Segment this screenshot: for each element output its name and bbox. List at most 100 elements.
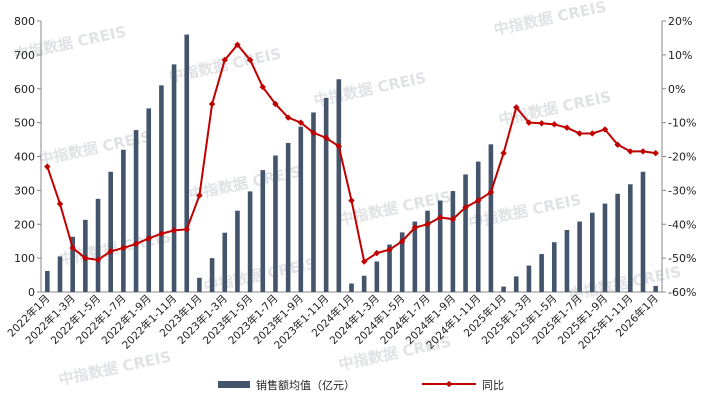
right-axis-tick-label: 20%	[668, 15, 692, 28]
watermark-text: 中指数据 CREIS	[492, 0, 608, 39]
left-axis-tick-label: 700	[14, 49, 35, 62]
yoy-point	[145, 235, 152, 242]
yoy-point	[272, 100, 279, 108]
yoy-point	[589, 130, 596, 137]
yoy-point	[449, 215, 457, 223]
bar	[551, 242, 557, 292]
yoy-line	[46, 43, 656, 264]
right-axis-tick-label: -10%	[668, 117, 696, 130]
bar	[146, 108, 152, 293]
bar	[222, 232, 228, 292]
legend-bar-swatch	[218, 381, 250, 388]
right-axis-tick-label: 10%	[668, 49, 692, 62]
yoy-point	[373, 249, 381, 257]
bar	[437, 200, 443, 292]
yoy-point	[601, 126, 609, 133]
yoy-point	[614, 141, 621, 148]
left-axis-tick-label: 400	[14, 151, 35, 164]
bar	[501, 286, 506, 292]
yoy-point	[348, 197, 355, 204]
bar	[526, 265, 532, 292]
yoy-point	[297, 119, 305, 126]
bar	[45, 270, 50, 292]
bar	[235, 210, 240, 292]
yoy-point	[322, 134, 330, 142]
bar	[260, 170, 266, 292]
yoy-point	[462, 204, 469, 211]
yoy-point	[69, 244, 76, 252]
bar	[133, 130, 139, 292]
bar	[653, 285, 658, 292]
yoy-point	[398, 237, 406, 245]
bar	[349, 283, 354, 292]
yoy-point	[487, 188, 495, 196]
yoy-point	[310, 129, 317, 136]
left-axis-tick-label: 300	[14, 184, 35, 197]
bar	[95, 198, 101, 292]
yoy-point	[525, 119, 533, 126]
right-axis-tick-label: -40%	[668, 218, 696, 231]
yoy-point	[513, 104, 520, 111]
bar	[209, 258, 215, 292]
bar	[539, 254, 544, 292]
bar	[374, 261, 380, 292]
bar	[323, 97, 329, 293]
left-axis-tick-label: 800	[14, 15, 35, 28]
left-axis-tick-label: 600	[14, 83, 35, 96]
bar	[387, 244, 392, 292]
yoy-point	[120, 244, 127, 252]
bar	[171, 64, 177, 292]
yoy-point	[259, 83, 266, 91]
bar	[628, 184, 633, 292]
bar	[602, 203, 608, 292]
yoy-point	[563, 124, 571, 131]
watermark-text: 中指数据 CREIS	[337, 188, 453, 229]
bar-series	[45, 34, 658, 293]
watermark-text: 中指数据 CREIS	[187, 163, 303, 204]
yoy-point	[132, 240, 140, 248]
yoy-point	[386, 246, 393, 253]
bar	[488, 144, 494, 292]
bar	[475, 161, 481, 292]
yoy-point	[411, 224, 419, 231]
bar	[361, 275, 367, 292]
bar	[425, 210, 430, 292]
bar	[159, 85, 164, 292]
bar	[197, 277, 202, 292]
yoy-point	[158, 230, 165, 237]
yoy-point	[284, 114, 292, 121]
yoy-point	[221, 56, 228, 64]
yoy-point	[183, 226, 190, 233]
yoy-point	[44, 163, 51, 170]
bar	[108, 171, 114, 292]
yoy-point	[246, 56, 254, 64]
bar	[412, 221, 418, 292]
bar	[247, 191, 253, 292]
bar	[450, 191, 456, 292]
legend-line-marker	[445, 380, 453, 388]
left-axis-tick-label: 100	[14, 252, 35, 265]
right-axis-tick-label: -20%	[668, 151, 696, 164]
bar	[399, 232, 405, 292]
left-axis-tick-label: 500	[14, 117, 35, 130]
yoy-point	[94, 256, 102, 264]
legend: 销售额均值（亿元） 同比	[218, 378, 504, 392]
legend-line-label: 同比	[482, 379, 504, 392]
yoy-point	[538, 120, 545, 127]
yoy-point	[208, 100, 216, 108]
yoy-point	[234, 41, 241, 48]
bar	[121, 149, 126, 292]
x-axis-tick-labels: 2022年1月2022年1-3月2022年1-5月2022年1-7月2022年1…	[5, 292, 661, 352]
bar	[564, 230, 570, 292]
bar	[336, 79, 342, 292]
bar	[640, 171, 646, 292]
watermark-text: 中指数据 CREIS	[312, 69, 428, 110]
bar	[57, 256, 63, 292]
bar	[513, 276, 519, 292]
yoy-point	[500, 149, 507, 157]
yoy-point	[107, 248, 114, 255]
yoy-point	[424, 221, 431, 228]
yoy-point	[335, 143, 343, 150]
right-axis-tick-label: -60%	[668, 286, 696, 299]
